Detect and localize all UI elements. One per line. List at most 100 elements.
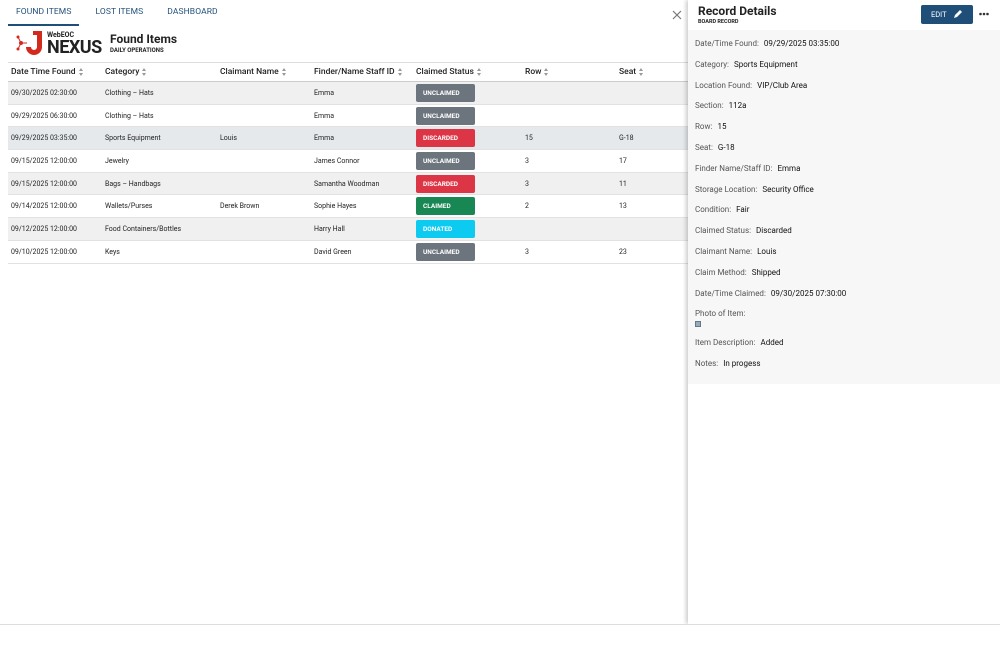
field-label: Location Found: [695,80,753,90]
cell-text: 09/30/2025 02:30:00 [11,88,77,97]
table-cell: 09/30/2025 02:30:00 [8,81,102,105]
table-cell: 09/15/2025 12:00:00 [8,172,102,196]
detail-field: Seat: G-18 [695,143,735,152]
table-row[interactable]: 09/14/2025 12:00:00 Wallets/Purses Derek B… [8,194,688,219]
detail-field: Location Found: VIP/Club Area [695,81,807,90]
cell-text: Derek Brown [220,202,260,211]
items-table: Date Time Found Category Claimant Name Find… [8,62,688,264]
cell-text: Keys [105,247,120,256]
tab-bar: FOUND ITEMS LOST ITEMS DASHBOARD [0,0,226,26]
sort-icon [397,67,403,76]
detail-field: Condition: Fair [695,205,749,214]
page-title: Found Items [110,32,178,46]
field-label: Finder Name/Staff ID: [695,163,773,173]
edit-icon [954,10,962,18]
table-cell: James Connor [311,149,413,173]
table-row[interactable]: 09/15/2025 12:00:00 Jewelry James Connor UN… [8,149,688,173]
table-cell: G-18 [616,126,688,151]
field-label: Date/Time Found: [695,39,759,48]
table-cell [217,240,311,264]
table-cell: CLAIMED [413,194,522,219]
cell-text: Jewelry [105,156,129,165]
cell-text: Wallets/Purses [105,202,153,211]
header-row: Date Time Found Category Claimant Name Find… [8,62,688,82]
table-row[interactable]: 09/12/2025 12:00:00 Food Containers/Bottl… [8,217,688,241]
column-label: Claimant Name [220,67,279,77]
tab[interactable]: DASHBOARD [167,7,218,17]
table-cell: UNCLAIMED [413,81,522,105]
field-value: 09/29/2025 03:35:00 [763,39,840,48]
cell-text: Emma [314,88,335,97]
cell-text: Louis [220,134,237,143]
column-label: Category [105,67,140,77]
table-cell: 3 [522,172,616,196]
status-badge: DISCARDED [416,129,475,148]
cell-text: Harry Hall [314,224,345,233]
column-header[interactable]: Claimant Name [217,62,311,82]
tab[interactable]: LOST ITEMS [95,7,144,17]
field-label: Item Description: [695,338,756,348]
table-cell: Derek Brown [217,194,311,219]
column-header[interactable]: Category [102,62,217,82]
field-label: Notes: [695,359,719,369]
detail-field: Notes: In progess [695,359,760,368]
details-title: Record Details [698,4,777,18]
field-value: Added [760,338,784,348]
cell-text: 17 [619,156,627,165]
table-cell: 09/12/2025 12:00:00 [8,217,102,241]
detail-field: Category: Sports Equipment [695,60,798,69]
field-value: Fair [736,205,750,215]
field-value: Emma [777,163,801,173]
more-button[interactable] [979,12,989,16]
detail-field: Claim Method: Shipped [695,268,781,277]
table-cell: 3 [522,240,616,264]
table-cell: Emma [311,81,413,105]
field-label: Claim Method: [695,267,747,277]
cell-text: 3 [525,179,529,188]
table-cell: Keys [102,240,217,264]
table-row[interactable]: 09/10/2025 12:00:00 Keys David Green UNCLAI… [8,240,688,264]
detail-field: Storage Location: Security Office [695,185,814,194]
table-cell: 15 [522,126,616,151]
column-header[interactable]: Finder/Name Staff ID [311,62,413,82]
column-header[interactable]: Claimed Status [413,62,522,82]
column-header[interactable]: Date Time Found [8,62,102,82]
table-row[interactable]: 09/30/2025 02:30:00 Clothing – Hats Emma UN… [8,81,688,105]
close-button[interactable] [672,10,682,20]
cell-text: Bags – Handbags [105,179,161,188]
column-label: Row [525,67,542,77]
table-row[interactable]: 09/15/2025 12:00:00 Bags – Handbags Samant… [8,172,688,196]
tab[interactable]: FOUND ITEMS [8,0,80,26]
field-value: G-18 [717,143,735,152]
field-label: Claimant Name: [695,247,753,256]
edit-button[interactable]: EDIT [921,5,973,24]
logo-icon [16,31,42,55]
cell-text: G-18 [619,134,634,143]
cell-text: 3 [525,247,529,256]
table-cell: Clothing – Hats [102,81,217,105]
table-cell [217,81,311,105]
cell-text: 09/14/2025 12:00:00 [11,202,77,211]
field-value: In progess [723,359,761,369]
table-cell: Sports Equipment [102,126,217,151]
column-header[interactable]: Seat [616,62,688,82]
table-cell: 09/10/2025 12:00:00 [8,240,102,264]
table-cell: DISCARDED [413,172,522,196]
column-header[interactable]: Row [522,62,616,82]
status-badge: UNCLAIMED [416,151,475,170]
details-panel: Record Details BOARD RECORD EDIT Date/Ti… [688,0,1000,624]
cell-text: 13 [619,202,627,211]
details-subtitle: BOARD RECORD [698,19,739,25]
table-cell: Food Containers/Bottles [102,217,217,241]
table-cell: Wallets/Purses [102,194,217,219]
photo-thumbnail[interactable] [695,321,701,328]
status-badge: CLAIMED [416,197,475,216]
field-label: Claimed Status: [695,226,752,236]
table-cell: Emma [311,126,413,151]
table-row[interactable]: 09/29/2025 03:35:00 Sports Equipment Louis… [8,126,688,151]
cell-text: Emma [314,111,335,120]
cell-text: Sophie Hayes [314,202,357,211]
table-row[interactable]: 09/29/2025 06:30:00 Clothing – Hats Emma UN… [8,104,688,128]
logo-brand: WebEOC [47,31,75,39]
sort-icon [78,67,84,76]
